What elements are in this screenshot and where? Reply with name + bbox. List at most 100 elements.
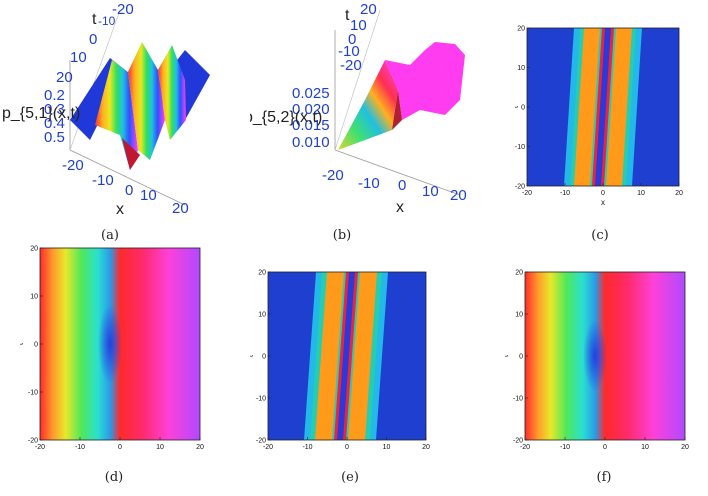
x-tick-label: -10 xyxy=(560,444,570,450)
x-axis-label: x xyxy=(601,198,605,207)
surface-plateau xyxy=(385,42,465,120)
surface-wave xyxy=(338,60,398,150)
z-ticks: 0.025 0.020 0.015 0.010 xyxy=(292,85,330,151)
x-tick-label: -20 xyxy=(522,190,532,197)
t-tick: -20 xyxy=(112,1,134,18)
panel-b-surface: 20 t 10 0 -10 -20 0.025 0.020 0.015 0.01… xyxy=(250,1,467,216)
t-tick: -20 xyxy=(340,57,362,74)
z-tick: 0.4 xyxy=(44,115,65,132)
x-tick: 10 xyxy=(422,183,439,200)
y-tick-label: -20 xyxy=(28,438,38,445)
x-tick: -10 xyxy=(358,175,380,192)
y-tick-label: 20 xyxy=(30,246,38,253)
x-tick-label: 10 xyxy=(383,444,391,450)
axis-x xyxy=(334,149,461,196)
z-tick: 0.020 xyxy=(292,101,330,118)
y-tick-label: -20 xyxy=(256,438,266,445)
surface-ridge-3 xyxy=(158,45,186,140)
y-tick-label: 10 xyxy=(517,65,525,72)
x-tick: -20 xyxy=(62,157,84,174)
x-tick-label: 20 xyxy=(422,444,430,450)
z-ticks: 0.2 0.3 0.4 0.5 xyxy=(44,87,65,146)
t-tick: -10 xyxy=(98,14,116,28)
x-tick: 20 xyxy=(172,200,189,217)
surface-dip xyxy=(122,138,140,170)
z-tick: 0.025 xyxy=(292,85,330,102)
x-tick: -20 xyxy=(322,167,344,184)
caption-b: (b) xyxy=(332,228,352,243)
caption-e: (e) xyxy=(341,470,359,485)
z-tick: 0.015 xyxy=(292,117,330,134)
surface-dip xyxy=(392,90,402,130)
x-tick-label: -20 xyxy=(520,444,530,450)
y-tick-label: -10 xyxy=(513,396,523,403)
axis-x xyxy=(69,149,186,206)
x-axis-label: x xyxy=(396,199,404,216)
x-tick-label: 10 xyxy=(637,190,645,197)
axis-t xyxy=(334,9,381,151)
z-tick: 0.010 xyxy=(292,134,330,151)
x-tick-label: 20 xyxy=(675,190,683,197)
density-soliton xyxy=(583,320,607,392)
t-axis-label: t xyxy=(92,11,97,28)
x-tick-label: 0 xyxy=(118,444,122,450)
caption-f: (f) xyxy=(596,470,612,485)
t-tick: 0 xyxy=(89,31,97,48)
t-axis-label: t xyxy=(345,7,350,24)
y-axis-label: t xyxy=(515,105,520,108)
x-tick: 10 xyxy=(140,187,157,204)
x-tick-label: -20 xyxy=(263,444,273,450)
x-tick: -10 xyxy=(92,172,114,189)
y-tick-label: 0 xyxy=(262,354,266,361)
surface-ridge-2 xyxy=(128,42,165,160)
y-tick-label: -10 xyxy=(515,144,525,151)
x-tick-label: 10 xyxy=(641,444,649,450)
z-axis-label: p_{5,1}(x,t) xyxy=(2,105,80,122)
x-tick-label: 0 xyxy=(603,444,607,450)
t-tick: -10 xyxy=(338,43,360,60)
t-tick: 0 xyxy=(348,31,356,48)
x-axis-label: x xyxy=(116,201,124,218)
y-tick-label: -20 xyxy=(513,438,523,445)
x-ticks: -20 -10 0 10 20 xyxy=(322,167,467,204)
t-tick: 10 xyxy=(70,49,87,66)
x-tick-label: -20 xyxy=(35,444,45,450)
y-tick-label: 10 xyxy=(258,312,266,319)
y-axis-label: t xyxy=(20,342,25,345)
surface-ridge-1 xyxy=(95,60,138,170)
y-axis-label: t xyxy=(250,354,255,357)
panel-a-surface: -20 0 10 20 t -10 0.2 0.3 0.4 0.5 p_{5,1… xyxy=(2,1,210,218)
y-tick-label: 0 xyxy=(519,354,523,361)
y-tick-label: 10 xyxy=(30,294,38,301)
x-tick-label: 20 xyxy=(681,444,689,450)
contour-core-center xyxy=(337,272,355,440)
t-tick: 20 xyxy=(56,69,73,86)
z-axis-label: p_{5,2}(x,t) xyxy=(250,109,322,126)
y-tick-label: 20 xyxy=(517,26,525,33)
density-soliton xyxy=(98,304,122,384)
x-ticks: -20 -10 0 10 20 xyxy=(62,157,189,217)
t-tick: 10 xyxy=(350,17,367,34)
x-tick-label: 20 xyxy=(196,444,204,450)
z-tick: 0.5 xyxy=(44,129,65,146)
x-tick-label: -10 xyxy=(560,190,570,197)
panel-c-contour: -20 -10 0 10 20 -20 -10 0 10 20 x t xyxy=(515,26,683,208)
y-tick-label: 0 xyxy=(521,105,525,112)
x-tick-label: -10 xyxy=(302,444,312,450)
caption-d: (d) xyxy=(104,470,124,485)
y-tick-label: 0 xyxy=(34,342,38,349)
x-tick: 0 xyxy=(125,182,133,199)
x-tick-label: 0 xyxy=(601,190,605,197)
caption-c: (c) xyxy=(591,228,609,243)
x-tick: 0 xyxy=(398,177,406,194)
caption-a: (a) xyxy=(101,228,119,243)
y-tick-label: -20 xyxy=(515,184,525,191)
y-tick-label: 20 xyxy=(258,270,266,277)
t-ticks: 20 t 10 0 -10 -20 xyxy=(338,1,377,74)
